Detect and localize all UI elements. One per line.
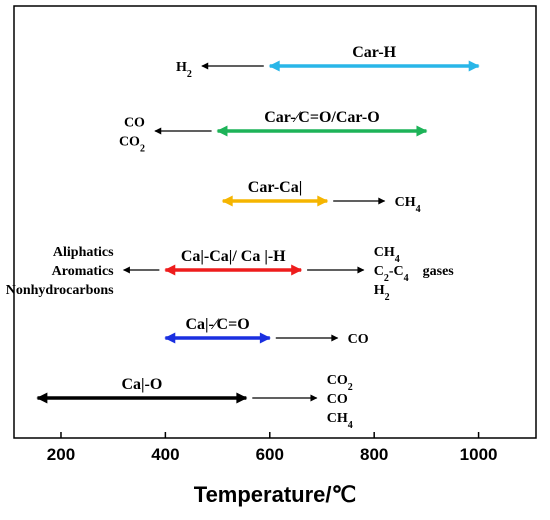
band-3: Ca|-Ca|/ Ca |-H Aliphatics Aromatics Nonhyd…	[6, 245, 455, 303]
product-left-1: Aromatics	[52, 264, 114, 279]
band-label: Ca|-⁄C=O	[185, 316, 249, 333]
product-right-1: CO	[327, 392, 348, 407]
x-tick-label-200: 200	[47, 445, 75, 464]
product-left-0: H2	[176, 60, 192, 80]
band-label: Ca|-O	[121, 376, 162, 393]
band-0: Car-H H2	[176, 44, 480, 80]
product-right-2: H2	[374, 283, 390, 303]
product-right-0: CO	[348, 332, 369, 347]
product-left-0: Aliphatics	[53, 245, 114, 260]
band-1: Car-⁄C=O/Car-O CO CO2	[119, 109, 428, 155]
band-label: Ca|-Ca|/ Ca |-H	[181, 248, 286, 265]
product-right-0: CO2	[327, 373, 353, 393]
product-left-1: CO2	[119, 135, 145, 155]
x-tick-label-800: 800	[360, 445, 388, 464]
product-right-2: CH4	[327, 411, 353, 431]
product-right-1: C2-C4 gases	[374, 264, 455, 284]
bands-layer: Car-HH2Car-⁄C=O/Car-OCOCO2Car-Ca|CH4Ca|-…	[6, 44, 480, 431]
x-axis-ticks: 200 400 600 800 1000	[47, 432, 498, 464]
x-axis-title: Temperature/℃	[194, 482, 356, 507]
band-4: Ca|-⁄C=O CO	[164, 316, 369, 347]
product-right-0: CH4	[374, 245, 400, 265]
product-left-2: Nonhydrocarbons	[6, 283, 114, 298]
product-right-0: CH4	[395, 195, 421, 215]
x-tick-label-400: 400	[151, 445, 179, 464]
band-label: Car-⁄C=O/Car-O	[264, 109, 379, 126]
band-2: Car-Ca| CH4	[221, 179, 421, 215]
band-label: Car-H	[352, 44, 396, 61]
x-tick-label-1000: 1000	[460, 445, 498, 464]
plot-frame	[13, 5, 537, 439]
band-label: Car-Ca|	[248, 179, 302, 196]
x-tick-label-600: 600	[256, 445, 284, 464]
product-left-0: CO	[124, 116, 145, 131]
